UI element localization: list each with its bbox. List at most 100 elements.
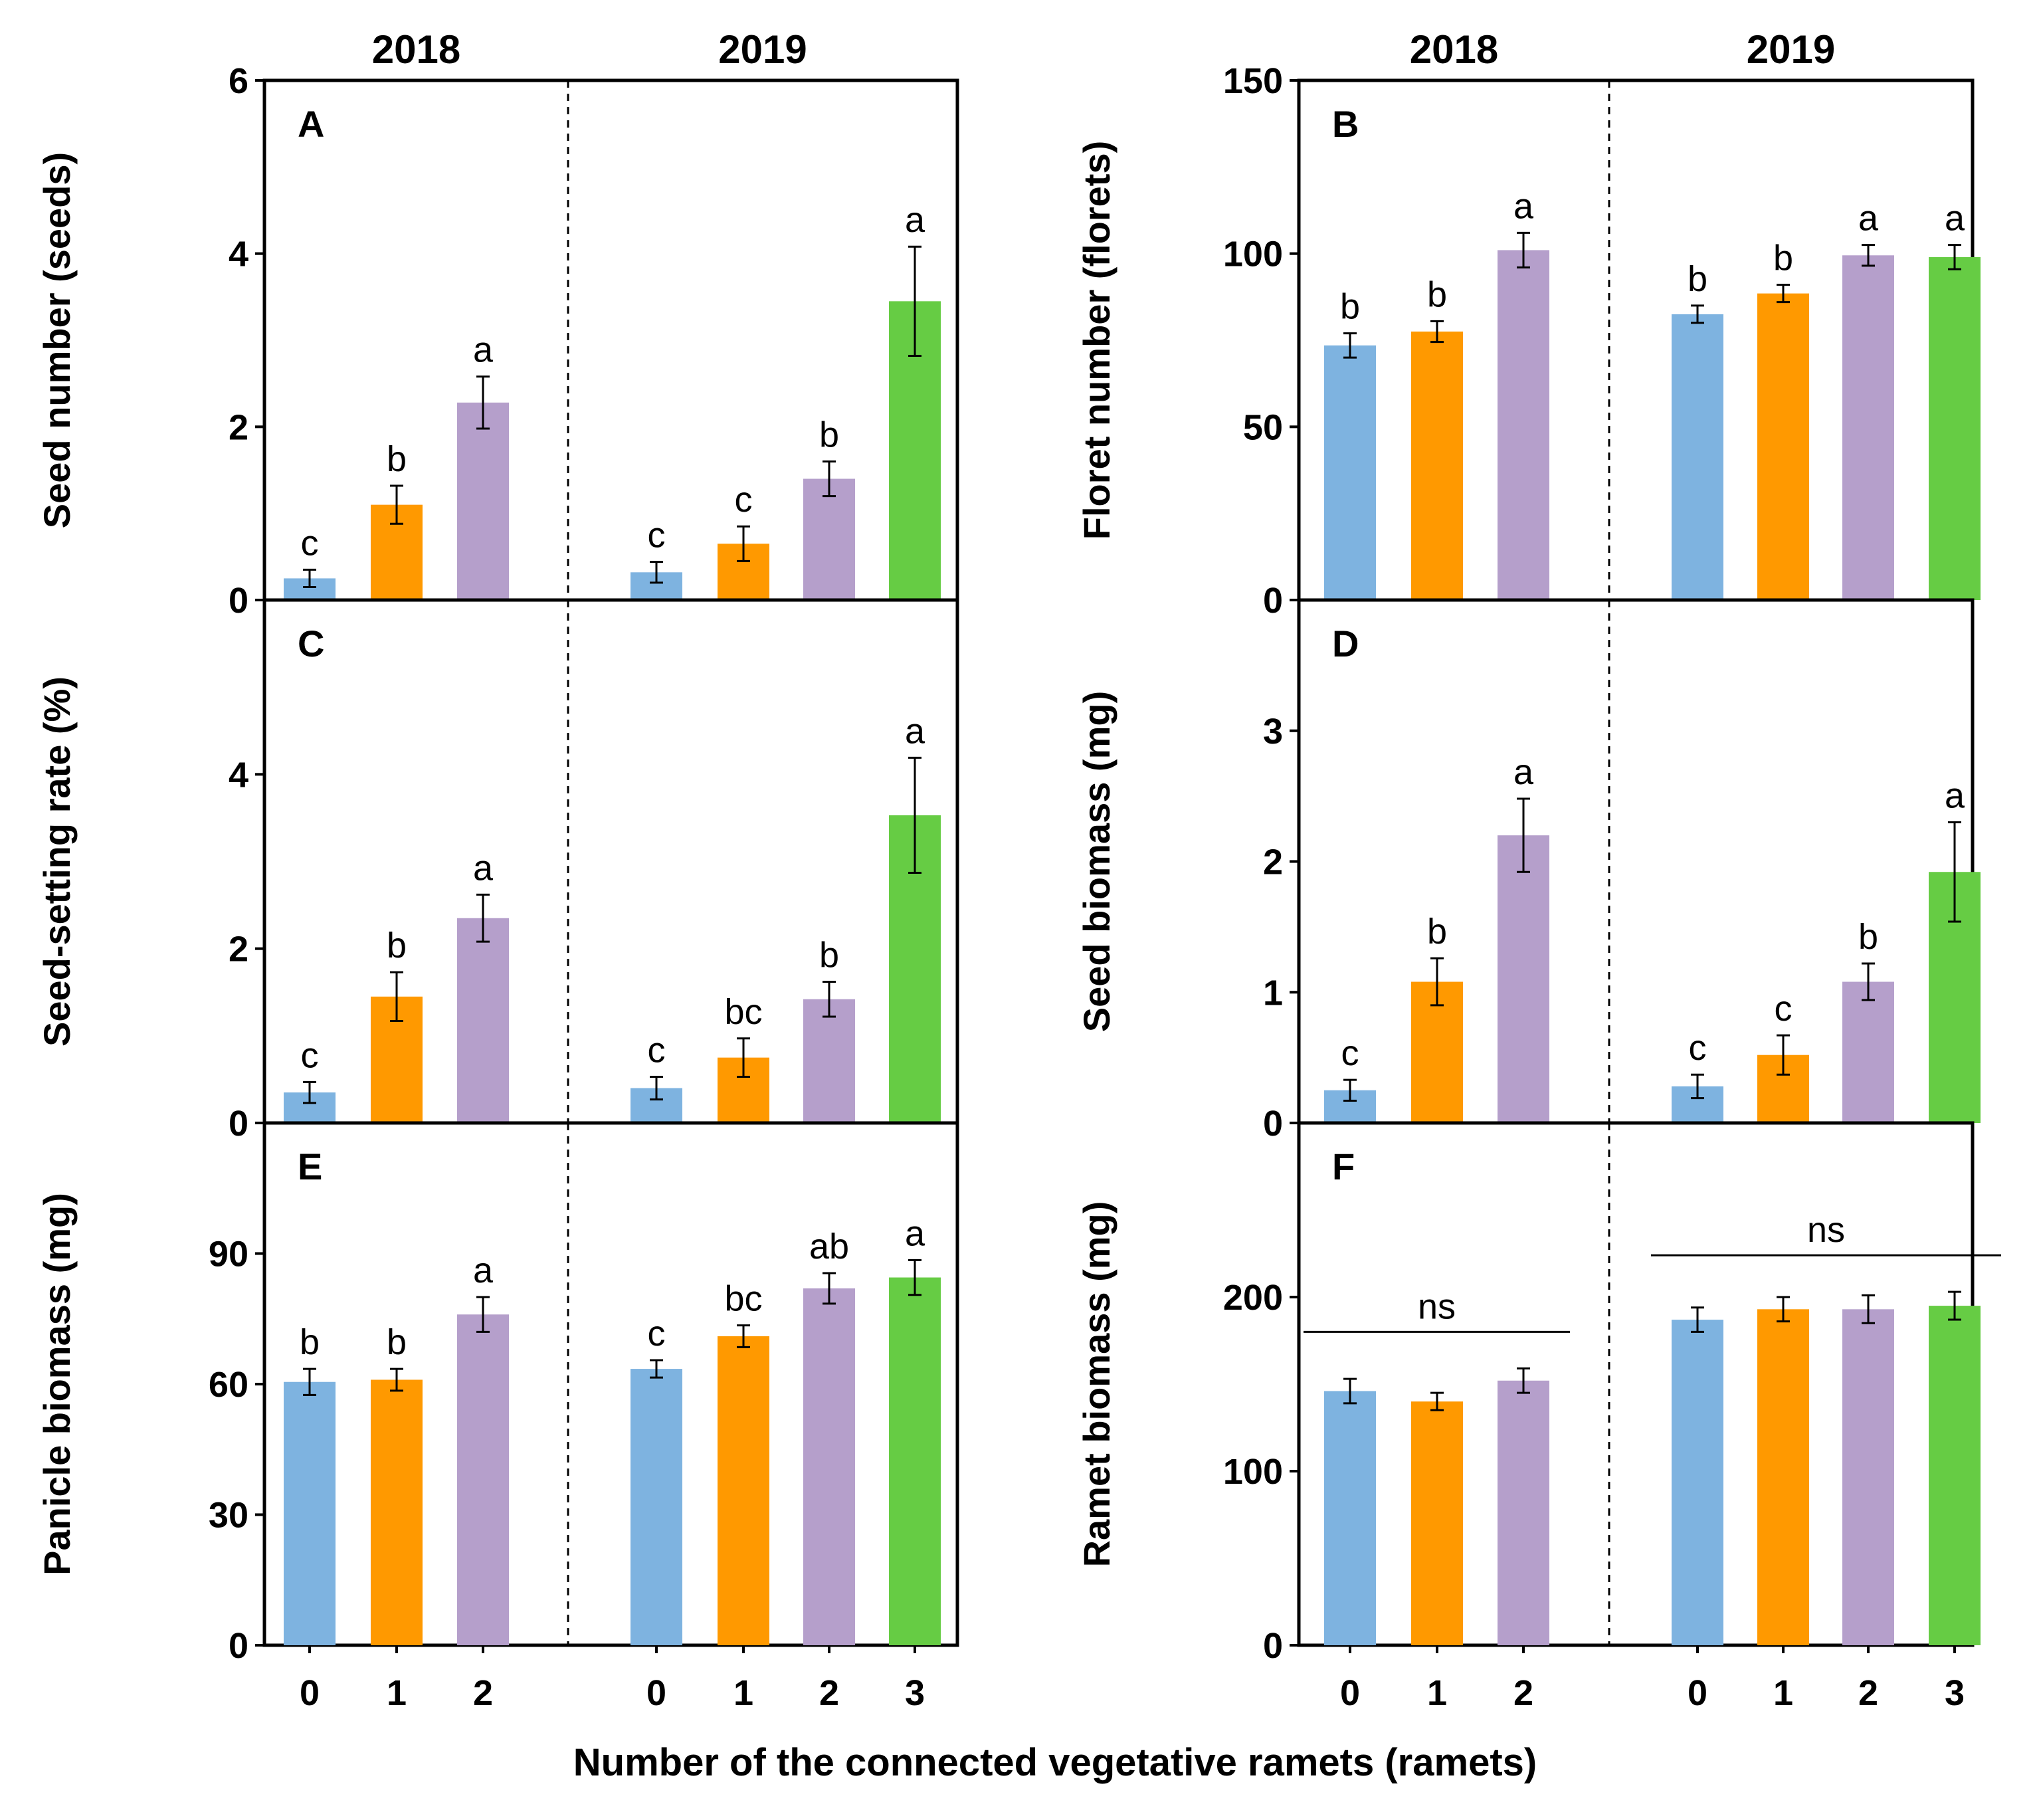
y-tick-label: 60	[209, 1365, 248, 1405]
y-tick-label: 1	[1263, 973, 1283, 1013]
panel-f: 0 100 200 Ramet biomass (mg) Fns ns 0 1 2 0 1 2 3	[1076, 1121, 2001, 1713]
panel-letter: F	[1332, 1146, 1355, 1187]
x-tick-label: 0	[1688, 1673, 1707, 1713]
x-tick-label: 0	[300, 1673, 320, 1713]
bar	[1757, 1309, 1809, 1645]
bar	[284, 1381, 336, 1645]
y-tick-label: 30	[209, 1496, 248, 1536]
y-tick-label: 150	[1223, 61, 1283, 101]
panel-letter: E	[298, 1146, 322, 1187]
significance-letter: b	[1427, 274, 1447, 314]
bar	[1757, 293, 1809, 600]
year-label-2018: 2018	[372, 27, 460, 72]
panel-c: 0 2 4 Seed-setting rate (%) Cc b a c bc b a	[36, 598, 959, 1144]
y-tick-label: 0	[229, 581, 248, 621]
significance-letter: b	[1340, 287, 1360, 327]
panel-a: 0 2 4 6 Seed number (seeds) Ac b a c c b a 2018 2019	[36, 27, 959, 621]
bar	[1324, 345, 1376, 600]
bar	[803, 999, 855, 1123]
ns-label: ns	[1418, 1286, 1456, 1326]
significance-letter: c	[648, 1314, 666, 1354]
y-tick-label: 50	[1243, 407, 1283, 447]
significance-letter: c	[1689, 1028, 1707, 1068]
significance-letter: b	[387, 439, 407, 479]
y-tick-label: 0	[1263, 1104, 1283, 1144]
significance-letter: a	[905, 711, 925, 751]
significance-letter: ab	[809, 1227, 849, 1266]
y-tick-label: 3	[1263, 712, 1283, 752]
significance-letter: b	[1688, 259, 1707, 299]
y-axis-label: Seed number (seeds)	[36, 152, 78, 528]
significance-letter: a	[1945, 199, 1965, 239]
y-tick-label: 100	[1223, 235, 1283, 274]
bar	[1842, 255, 1894, 601]
significance-letter: a	[1513, 752, 1534, 792]
y-tick-label: 4	[229, 755, 248, 795]
significance-letter: b	[1858, 917, 1878, 957]
significance-letter: b	[387, 1322, 407, 1362]
year-label-2018: 2018	[1410, 27, 1498, 72]
significance-letter: a	[1513, 186, 1534, 226]
y-tick-label: 90	[209, 1235, 248, 1274]
significance-letter: c	[1341, 1033, 1359, 1073]
significance-letter: c	[301, 523, 319, 563]
y-tick-label: 0	[1263, 581, 1283, 621]
y-tick-label: 200	[1223, 1278, 1283, 1318]
significance-letter: c	[648, 1030, 666, 1070]
y-tick-label: 2	[229, 407, 248, 447]
x-tick-label: 1	[1427, 1673, 1447, 1713]
x-tick-label: 2	[819, 1673, 839, 1713]
y-tick-label: 0	[229, 1626, 248, 1666]
x-tick-label: 0	[646, 1673, 666, 1713]
year-label-2019: 2019	[1747, 27, 1835, 72]
bar	[1498, 1380, 1549, 1645]
bar	[803, 1288, 855, 1645]
significance-letter: b	[1773, 239, 1793, 278]
significance-letter: a	[473, 330, 494, 370]
significance-letter: a	[1858, 199, 1879, 239]
significance-letter: b	[819, 415, 839, 455]
panel-letter: B	[1332, 103, 1359, 145]
significance-letter: a	[473, 1251, 494, 1290]
bar	[1498, 835, 1549, 1123]
x-tick-label: 3	[1945, 1673, 1965, 1713]
significance-letter: bc	[724, 1279, 762, 1319]
bar	[1672, 314, 1723, 600]
panel-letter: C	[298, 623, 324, 664]
bar	[1842, 981, 1894, 1123]
y-tick-label: 4	[229, 235, 248, 274]
ns-label: ns	[1807, 1210, 1845, 1250]
panel-letter: D	[1332, 623, 1359, 664]
y-axis-label: Floret number (florets)	[1076, 141, 1117, 540]
significance-letter: a	[473, 848, 494, 888]
panel-b: 0 50 100 150 Floret number (florets) Bb b a b b a a…	[1076, 27, 1981, 621]
x-tick-label: 2	[1858, 1673, 1878, 1713]
significance-letter: b	[1427, 912, 1447, 952]
y-tick-label: 2	[229, 930, 248, 969]
y-axis-label: Ramet biomass (mg)	[1076, 1201, 1117, 1567]
y-tick-label: 6	[229, 61, 248, 101]
bar	[1411, 331, 1463, 600]
significance-letter: c	[301, 1035, 319, 1075]
panel-d: 0 1 2 3 Seed biomass (mg) Dc b a c c b a	[1076, 598, 1981, 1144]
bar	[457, 402, 509, 600]
bar	[630, 1369, 682, 1645]
x-tick-label: 2	[473, 1673, 493, 1713]
significance-letter: c	[735, 480, 753, 520]
significance-letter: a	[1945, 775, 1965, 815]
bar	[718, 1336, 769, 1645]
x-tick-label: 3	[905, 1673, 925, 1713]
significance-letter: bc	[724, 992, 762, 1032]
y-axis-label: Seed-setting rate (%)	[36, 676, 78, 1047]
significance-letter: a	[905, 200, 925, 240]
y-tick-label: 0	[1263, 1626, 1283, 1666]
significance-letter: b	[819, 936, 839, 975]
bar	[889, 1277, 941, 1645]
bar	[457, 1314, 509, 1645]
x-tick-label: 1	[1773, 1673, 1793, 1713]
x-tick-label: 1	[387, 1673, 407, 1713]
x-tick-label: 2	[1513, 1673, 1533, 1713]
bar	[371, 1379, 423, 1645]
